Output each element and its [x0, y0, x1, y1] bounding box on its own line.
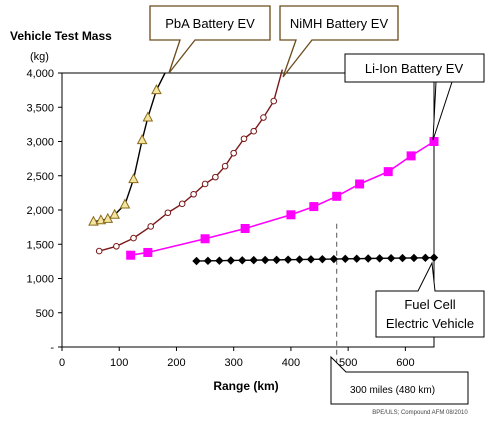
data-point-nimh-battery-ev — [240, 135, 248, 143]
source-credit: BPE/ULS; Compound AFM 08/2010 — [372, 410, 468, 416]
data-point-fuel-cell-electric-vehicle — [295, 255, 304, 264]
data-point-fuel-cell-electric-vehicle — [352, 254, 361, 263]
callout-300-miles-box — [330, 355, 469, 405]
data-point-fuel-cell-electric-vehicle — [363, 254, 373, 263]
x-axis: 0 100 200 300 400 500 600 — [59, 347, 415, 369]
callout-fuelcell: Fuel Cell Electric Vehicle — [375, 261, 485, 338]
data-point-pba-battery-ev — [88, 215, 99, 226]
y-tick-label: 3,500 — [26, 102, 54, 114]
data-point-nimh-battery-ev — [164, 209, 172, 217]
data-point-li-ion-battery-ev — [309, 202, 319, 212]
callout-fuelcell-box — [375, 261, 485, 338]
data-point-fuel-cell-electric-vehicle — [283, 255, 293, 264]
y-axis-unit: (kg) — [30, 51, 49, 63]
data-point-fuel-cell-electric-vehicle — [375, 254, 384, 263]
data-point-fuel-cell-electric-vehicle — [329, 254, 339, 264]
y-tick-label: 1,000 — [26, 274, 54, 286]
series-layer — [88, 69, 439, 266]
chart-title: Vehicle Test Mass — [10, 29, 112, 43]
data-point-nimh-battery-ev — [201, 180, 209, 188]
series-line-nimh-battery-ev — [99, 69, 284, 252]
data-point-li-ion-battery-ev — [240, 223, 250, 233]
data-point-li-ion-battery-ev — [383, 167, 393, 177]
callout-liion: Li-Ion Battery EV — [344, 53, 485, 141]
callout-liion-label: Li-Ion Battery EV — [365, 61, 464, 76]
data-point-nimh-battery-ev — [250, 127, 258, 135]
callout-nimh-box — [279, 5, 399, 78]
series-line-fuel-cell-electric-vehicle — [196, 256, 435, 262]
data-point-fuel-cell-electric-vehicle — [318, 254, 327, 264]
plot-area — [61, 72, 435, 348]
callout-300-miles: 300 miles (480 km) — [330, 355, 469, 405]
data-point-fuel-cell-electric-vehicle — [192, 256, 201, 266]
callout-nimh: NiMH Battery EV — [279, 5, 399, 78]
data-point-pba-battery-ev — [151, 84, 162, 95]
data-point-nimh-battery-ev — [113, 243, 120, 250]
data-point-nimh-battery-ev — [260, 114, 267, 121]
data-point-fuel-cell-electric-vehicle — [249, 255, 258, 265]
x-tick-label: 100 — [110, 357, 128, 369]
callout-pba-box — [149, 5, 271, 74]
data-point-fuel-cell-electric-vehicle — [306, 255, 316, 264]
callout-pba: PbA Battery EV — [149, 5, 271, 74]
data-point-li-ion-battery-ev — [332, 191, 342, 201]
data-point-pba-battery-ev — [142, 111, 154, 122]
reference-line-label: 300 miles (480 km) — [350, 385, 435, 396]
data-point-fuel-cell-electric-vehicle — [238, 256, 247, 265]
data-point-fuel-cell-electric-vehicle — [203, 256, 213, 266]
callout-pba-label: PbA Battery EV — [165, 16, 255, 31]
data-point-fuel-cell-electric-vehicle — [429, 253, 439, 262]
data-point-nimh-battery-ev — [212, 173, 219, 181]
callout-fuelcell-line1: Fuel Cell — [404, 297, 455, 312]
data-point-nimh-battery-ev — [270, 97, 278, 105]
data-point-nimh-battery-ev — [147, 223, 155, 230]
x-tick-label: 0 — [59, 357, 65, 369]
data-point-nimh-battery-ev — [95, 247, 103, 255]
y-tick-label: 500 — [36, 308, 54, 320]
data-point-fuel-cell-electric-vehicle — [421, 253, 430, 263]
data-point-pba-battery-ev — [119, 198, 131, 209]
callout-nimh-label: NiMH Battery EV — [290, 16, 389, 31]
y-tick-label: 2,500 — [26, 171, 54, 183]
data-point-fuel-cell-electric-vehicle — [226, 256, 236, 265]
data-point-fuel-cell-electric-vehicle — [409, 253, 419, 263]
data-point-li-ion-battery-ev — [200, 234, 210, 244]
y-tick-label: 3,000 — [26, 137, 54, 149]
data-point-fuel-cell-electric-vehicle — [341, 254, 350, 264]
data-point-pba-battery-ev — [109, 208, 120, 219]
data-point-li-ion-battery-ev — [355, 179, 365, 189]
data-point-fuel-cell-electric-vehicle — [398, 253, 407, 263]
data-point-fuel-cell-electric-vehicle — [215, 256, 224, 265]
data-point-pba-battery-ev — [128, 173, 139, 184]
data-point-nimh-battery-ev — [190, 190, 197, 198]
data-point-li-ion-battery-ev — [143, 247, 153, 257]
data-point-li-ion-battery-ev — [286, 210, 296, 220]
y-axis: - 500 1,000 1,500 2,000 2,500 3,000 3,500 4,000 — [26, 68, 62, 354]
x-tick-label: 300 — [225, 357, 243, 369]
data-point-fuel-cell-electric-vehicle — [386, 254, 396, 263]
data-point-nimh-battery-ev — [221, 162, 229, 170]
data-point-nimh-battery-ev — [130, 234, 137, 242]
data-point-fuel-cell-electric-vehicle — [260, 255, 270, 265]
data-point-nimh-battery-ev — [230, 149, 237, 157]
data-point-li-ion-battery-ev — [126, 250, 136, 260]
y-tick-label: 2,000 — [26, 205, 54, 217]
data-point-pba-battery-ev — [136, 134, 148, 145]
data-point-li-ion-battery-ev — [406, 151, 416, 161]
x-axis-label: Range (km) — [213, 379, 278, 393]
callout-liion-frame — [344, 53, 485, 83]
callout-fuelcell-line2: Electric Vehicle — [386, 316, 474, 331]
x-tick-label: 600 — [396, 357, 414, 369]
y-tick-label: 4,000 — [26, 68, 54, 80]
x-tick-label: 500 — [339, 357, 357, 369]
data-point-nimh-battery-ev — [178, 200, 186, 208]
y-tick-label: 1,500 — [26, 239, 54, 251]
x-tick-label: 200 — [167, 357, 185, 369]
x-tick-label: 400 — [282, 357, 300, 369]
y-tick-label: - — [50, 342, 54, 354]
data-point-li-ion-battery-ev — [429, 137, 439, 146]
data-point-fuel-cell-electric-vehicle — [272, 255, 281, 265]
